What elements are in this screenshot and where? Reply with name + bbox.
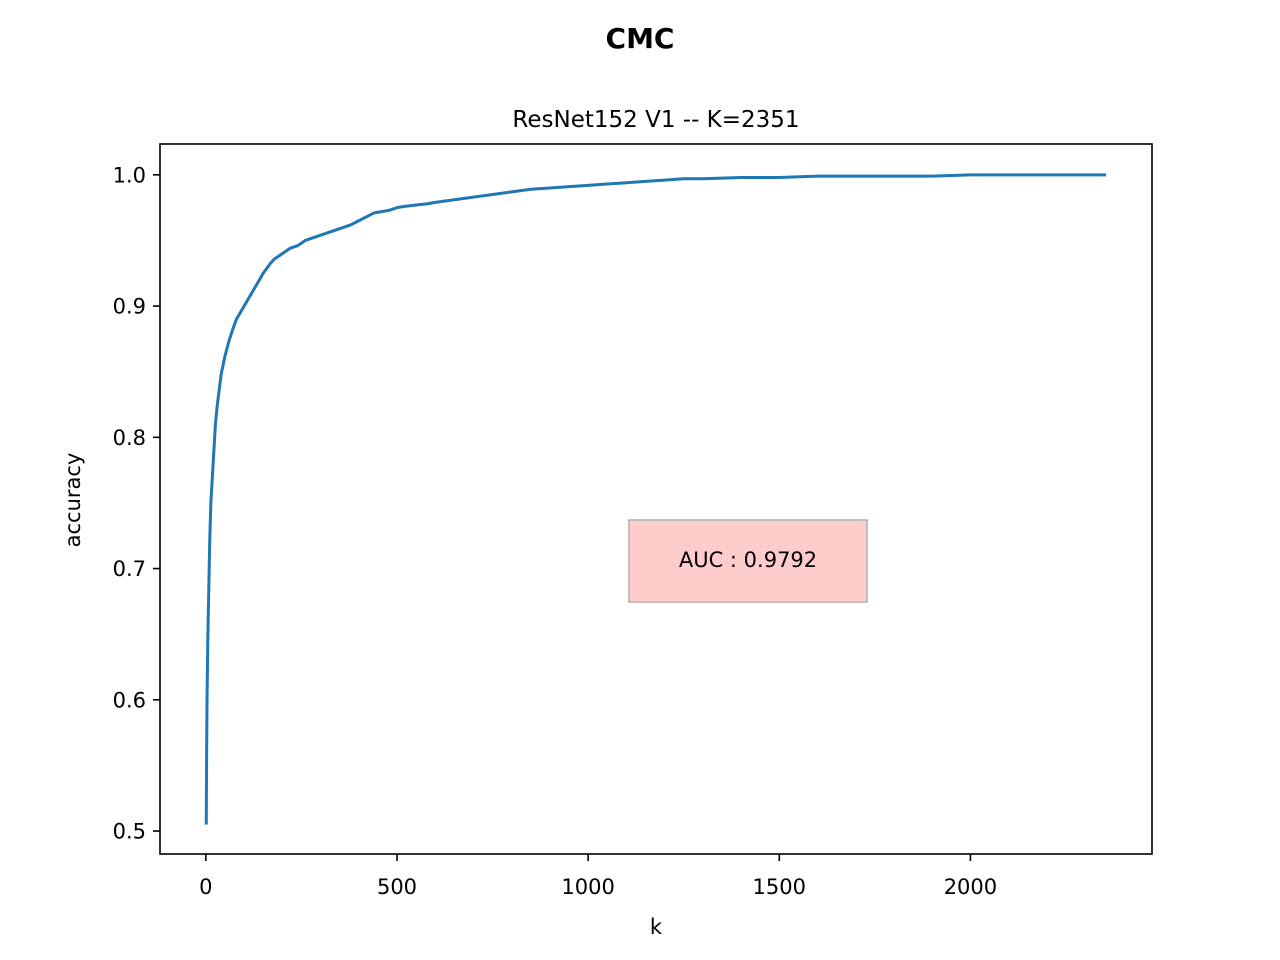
y-axis-ticks: 0.5 0.6 0.7 0.8 0.9 1.0 (113, 163, 160, 844)
y-tick-label: 0.5 (113, 820, 146, 844)
plot-area (160, 144, 1152, 854)
x-tick-label: 1500 (753, 875, 806, 899)
accuracy-curve (204, 173, 1107, 825)
y-tick-label: 1.0 (113, 163, 146, 187)
y-axis-label: accuracy (61, 453, 85, 548)
x-tick-label: 0 (199, 875, 212, 899)
axes-frame (159, 143, 1153, 855)
y-tick-label: 0.7 (113, 557, 146, 581)
x-axis-ticks: 0 500 1000 1500 2000 (199, 854, 997, 899)
y-tick-label: 0.9 (113, 295, 146, 319)
y-tick-label: 0.6 (113, 688, 146, 712)
x-axis-label: k (650, 915, 663, 939)
x-tick-label: 500 (377, 875, 417, 899)
x-tick-label: 2000 (944, 875, 997, 899)
auc-annotation-text: AUC : 0.9792 (679, 548, 817, 572)
y-tick-label: 0.8 (113, 426, 146, 450)
axes-title: ResNet152 V1 -- K=2351 (512, 107, 799, 133)
x-tick-label: 1000 (561, 875, 614, 899)
auc-annotation: AUC : 0.9792 (628, 519, 868, 603)
auc-annotation-box (628, 519, 868, 603)
figure-suptitle: CMC (606, 22, 675, 55)
